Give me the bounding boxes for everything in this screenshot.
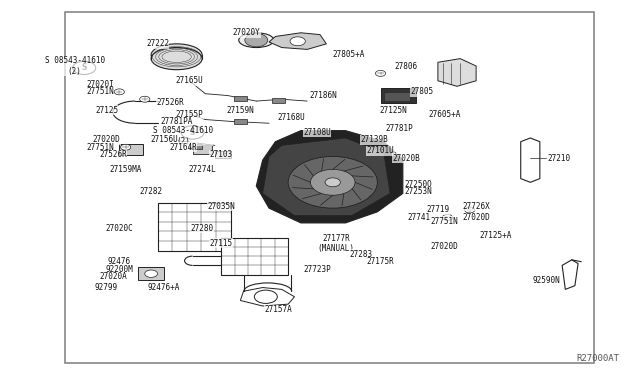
- Text: 27035N: 27035N: [207, 202, 235, 211]
- Circle shape: [290, 37, 305, 46]
- Text: 27155P: 27155P: [175, 109, 204, 119]
- Bar: [384, 92, 410, 101]
- Text: 27274L: 27274L: [188, 165, 216, 174]
- Bar: [119, 144, 143, 155]
- Text: 27159MA: 27159MA: [109, 165, 142, 174]
- Text: S 08543-41610
(2): S 08543-41610 (2): [153, 126, 213, 146]
- Text: 27781P: 27781P: [386, 124, 413, 133]
- Polygon shape: [269, 33, 326, 49]
- Text: 27806: 27806: [394, 61, 417, 71]
- Text: 27159N: 27159N: [227, 106, 254, 115]
- Bar: [138, 267, 164, 280]
- Text: 27723P: 27723P: [303, 264, 331, 273]
- Polygon shape: [256, 131, 403, 223]
- Bar: [215, 151, 231, 158]
- Text: 27168U: 27168U: [278, 113, 305, 122]
- Text: R27000AT: R27000AT: [577, 354, 620, 363]
- Text: 27020D: 27020D: [430, 243, 458, 251]
- Polygon shape: [262, 138, 390, 215]
- Circle shape: [288, 157, 378, 208]
- Text: 27101U: 27101U: [367, 147, 394, 155]
- Text: 27125+A: 27125+A: [479, 231, 511, 240]
- Text: S 08543-41610
(2): S 08543-41610 (2): [45, 56, 105, 76]
- Text: 27805: 27805: [410, 87, 433, 96]
- Text: 27115: 27115: [210, 239, 233, 248]
- Text: 27125: 27125: [95, 106, 118, 115]
- Text: 92476: 92476: [108, 257, 131, 266]
- Text: 27283: 27283: [350, 250, 373, 259]
- Circle shape: [140, 96, 150, 102]
- Text: 27103: 27103: [210, 150, 233, 159]
- Text: 92799: 92799: [95, 283, 118, 292]
- Text: 92200M: 92200M: [106, 264, 133, 273]
- Text: 27020B: 27020B: [392, 154, 420, 163]
- Ellipse shape: [151, 44, 202, 66]
- Text: 27253N: 27253N: [405, 187, 433, 196]
- Text: S: S: [190, 128, 195, 137]
- Polygon shape: [438, 59, 476, 86]
- Circle shape: [73, 61, 96, 74]
- Bar: [381, 88, 415, 103]
- Circle shape: [376, 70, 386, 76]
- Text: 27108U: 27108U: [303, 128, 331, 137]
- Text: 27125N: 27125N: [380, 106, 407, 115]
- Text: 27250O: 27250O: [405, 180, 433, 189]
- Text: 27781PA: 27781PA: [161, 117, 193, 126]
- Circle shape: [254, 290, 277, 304]
- Text: 27157A: 27157A: [265, 305, 292, 314]
- Text: 27605+A: 27605+A: [428, 109, 460, 119]
- Text: 27526R: 27526R: [156, 99, 184, 108]
- Text: 27186N: 27186N: [309, 91, 337, 100]
- Circle shape: [465, 207, 475, 213]
- Text: 27156U: 27156U: [150, 135, 178, 144]
- Bar: [272, 98, 285, 103]
- Text: 27020D: 27020D: [462, 213, 490, 222]
- Polygon shape: [521, 138, 540, 182]
- Text: 27020D: 27020D: [93, 135, 120, 144]
- Text: 27020C: 27020C: [106, 224, 133, 233]
- Text: 27726X: 27726X: [462, 202, 490, 211]
- Text: 27526R: 27526R: [99, 150, 127, 159]
- Text: 27280: 27280: [191, 224, 214, 233]
- Text: 27177R
(MANUAL): 27177R (MANUAL): [317, 234, 355, 253]
- Text: 27282: 27282: [140, 187, 163, 196]
- Bar: [189, 144, 202, 149]
- Circle shape: [120, 144, 131, 150]
- Text: 27222: 27222: [146, 39, 169, 48]
- Text: 92476+A: 92476+A: [148, 283, 180, 292]
- Text: 27751N: 27751N: [86, 143, 114, 152]
- Text: 27139B: 27139B: [360, 135, 388, 144]
- Bar: [157, 203, 231, 251]
- Bar: [65, 13, 594, 363]
- Polygon shape: [241, 288, 294, 306]
- Circle shape: [145, 270, 157, 278]
- Text: 27719: 27719: [426, 205, 449, 215]
- Text: 27741: 27741: [407, 213, 430, 222]
- Text: 27805+A: 27805+A: [333, 51, 365, 60]
- Polygon shape: [562, 260, 578, 289]
- Circle shape: [114, 89, 124, 95]
- Text: 27210: 27210: [547, 154, 570, 163]
- Text: 27165U: 27165U: [175, 76, 204, 85]
- Circle shape: [245, 33, 268, 47]
- Text: S: S: [81, 63, 87, 72]
- Bar: [221, 238, 288, 275]
- Text: 27020I: 27020I: [86, 80, 114, 89]
- Text: 27751N: 27751N: [86, 87, 114, 96]
- Ellipse shape: [151, 48, 202, 70]
- Circle shape: [325, 178, 340, 187]
- Ellipse shape: [239, 33, 274, 48]
- Circle shape: [442, 214, 452, 220]
- Text: 92590N: 92590N: [532, 276, 560, 285]
- Bar: [234, 119, 246, 124]
- Text: 27175R: 27175R: [367, 257, 394, 266]
- Circle shape: [310, 169, 355, 195]
- Circle shape: [181, 126, 204, 139]
- Text: 27751N: 27751N: [430, 217, 458, 225]
- Bar: [193, 145, 212, 154]
- Bar: [234, 96, 246, 101]
- Text: 27164R: 27164R: [169, 143, 197, 152]
- Text: 27020Y: 27020Y: [233, 28, 260, 37]
- Text: 27020A: 27020A: [99, 272, 127, 281]
